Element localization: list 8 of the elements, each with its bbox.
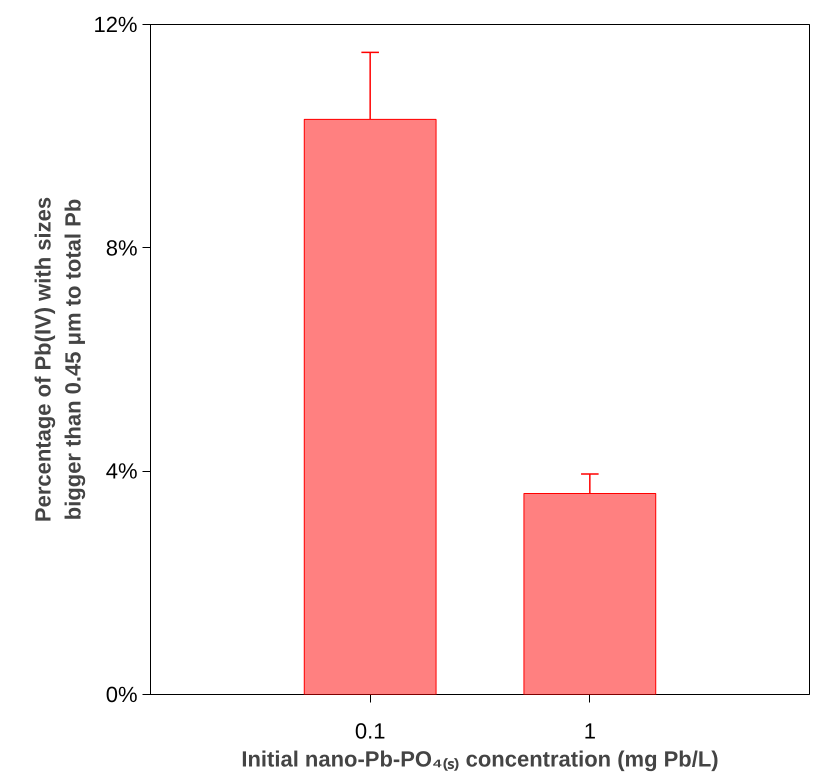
x-axis-title: Initial nano-Pb-PO₄₍ₛ₎ concentration (mg Pb/L) [241,746,719,772]
y-tick-label: 8% [106,235,138,260]
x-tick-label: 0.1 [354,718,386,744]
y-axis-title: Percentage of Pb(IV) with sizes bigger than 0.45 μm to total Pb [30,196,86,522]
y-tick-label: 0% [106,682,138,707]
y-tick-label: 4% [106,458,138,484]
y-tick-label: 12% [93,12,138,37]
x-tick-label: 1 [584,718,596,744]
